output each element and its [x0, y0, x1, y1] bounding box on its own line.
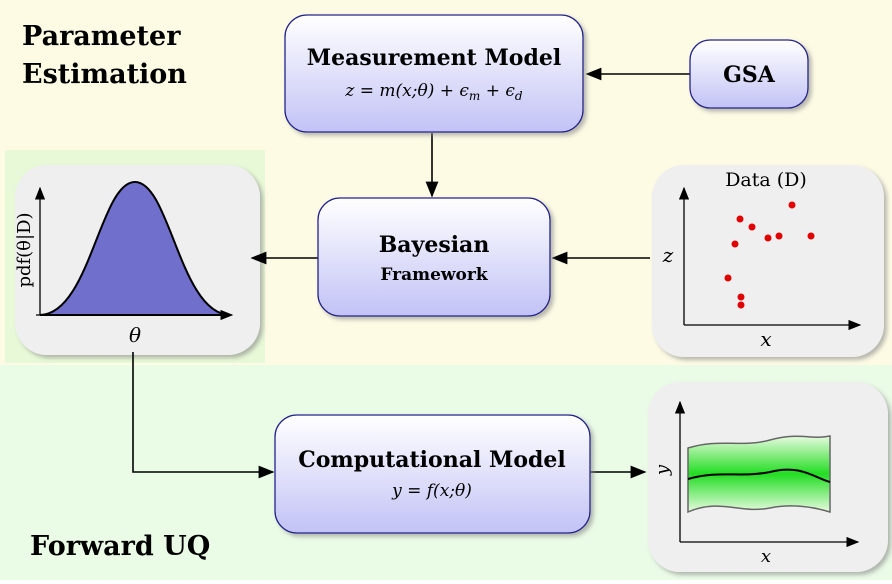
- node-title: Measurement Model: [307, 45, 561, 71]
- pdf-curve: [39, 180, 231, 316]
- formula-part: z = m(x;θ) + ϵ: [344, 81, 469, 101]
- axis-label: pdf(θ|D): [14, 212, 35, 287]
- formula-part: + ϵ: [480, 81, 515, 101]
- node-title: GSA: [723, 62, 776, 88]
- axis-label: y: [652, 464, 673, 476]
- formula-sub: m: [469, 89, 480, 103]
- axis-label: z: [662, 243, 674, 267]
- formula-sub: d: [515, 89, 523, 103]
- region-label: Forward UQ: [30, 531, 210, 562]
- panel-title: Data (D): [725, 169, 807, 191]
- node-title: Bayesian: [379, 232, 490, 258]
- axis-label: x: [760, 327, 771, 351]
- axis-label: θ: [129, 323, 141, 347]
- computational-model-box: [274, 414, 591, 534]
- node-formula: z = m(x;θ) + ϵm + ϵd: [344, 81, 522, 103]
- data-points: [724, 201, 815, 309]
- gsa-box: [689, 39, 809, 109]
- node-title: Computational Model: [298, 447, 565, 473]
- region-label: Estimation: [22, 59, 187, 90]
- measurement-model-box: [284, 14, 584, 133]
- arrows: [132, 67, 690, 479]
- node-formula: y = f(x;θ): [391, 481, 472, 501]
- region-label: Parameter: [22, 21, 181, 52]
- axis-label: x: [761, 546, 771, 567]
- mean-curve: [687, 468, 831, 483]
- data-panel: [652, 165, 884, 357]
- node-title: Framework: [380, 265, 488, 285]
- bayesian-box: [317, 197, 551, 317]
